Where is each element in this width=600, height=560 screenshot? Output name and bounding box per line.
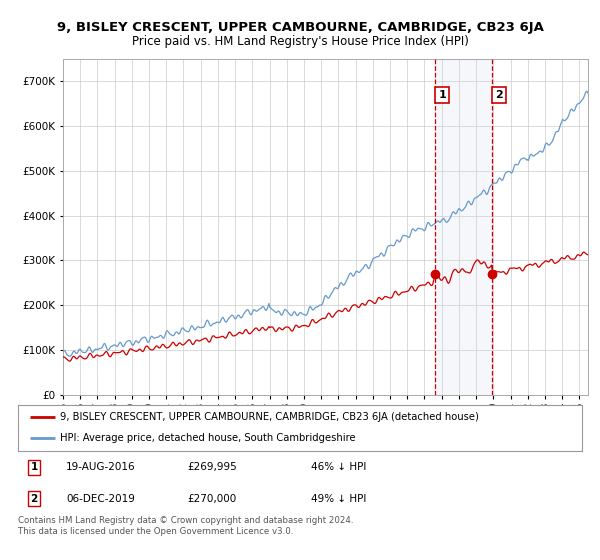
Text: Price paid vs. HM Land Registry's House Price Index (HPI): Price paid vs. HM Land Registry's House … — [131, 35, 469, 48]
Text: 19-AUG-2016: 19-AUG-2016 — [66, 462, 136, 472]
Text: 2: 2 — [495, 90, 503, 100]
Text: HPI: Average price, detached house, South Cambridgeshire: HPI: Average price, detached house, Sout… — [60, 433, 356, 444]
Text: £269,995: £269,995 — [187, 462, 237, 472]
Text: 49% ↓ HPI: 49% ↓ HPI — [311, 494, 367, 504]
Bar — [436, 59, 492, 395]
Text: 46% ↓ HPI: 46% ↓ HPI — [311, 462, 367, 472]
Text: 9, BISLEY CRESCENT, UPPER CAMBOURNE, CAMBRIDGE, CB23 6JA (detached house): 9, BISLEY CRESCENT, UPPER CAMBOURNE, CAM… — [60, 412, 479, 422]
Text: 1: 1 — [439, 90, 446, 100]
Text: 06-DEC-2019: 06-DEC-2019 — [66, 494, 135, 504]
Text: £270,000: £270,000 — [187, 494, 236, 504]
Text: 9, BISLEY CRESCENT, UPPER CAMBOURNE, CAMBRIDGE, CB23 6JA: 9, BISLEY CRESCENT, UPPER CAMBOURNE, CAM… — [56, 21, 544, 34]
Text: 2: 2 — [31, 494, 38, 504]
Text: 1: 1 — [31, 462, 38, 472]
Text: Contains HM Land Registry data © Crown copyright and database right 2024.
This d: Contains HM Land Registry data © Crown c… — [18, 516, 353, 536]
